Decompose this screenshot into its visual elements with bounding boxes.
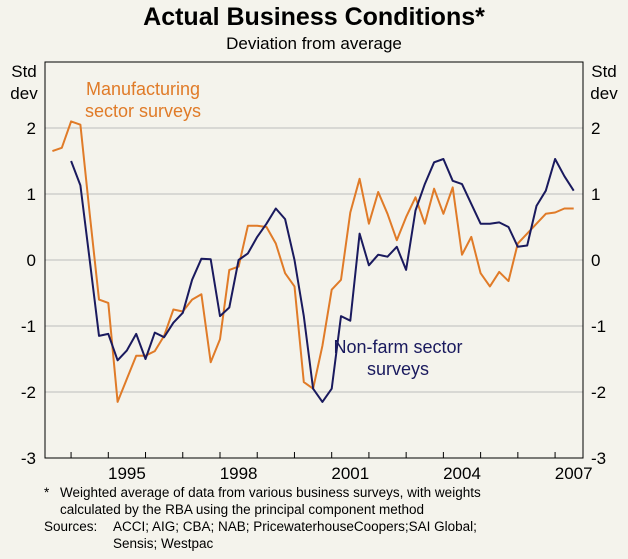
ytick-label-right: -3: [591, 449, 606, 468]
plot-frame: [44, 61, 584, 459]
footnote-row: * Weighted average of data from various …: [44, 484, 628, 518]
ytick-label-right: 2: [591, 119, 600, 138]
ytick-label-left: 1: [27, 185, 36, 204]
ytick-label-right: -1: [591, 317, 606, 336]
xtick-label: 2001: [331, 464, 369, 480]
ytick-label-left: -2: [21, 383, 36, 402]
footnote-line-1: Weighted average of data from various bu…: [60, 485, 481, 500]
sources-line-1: ACCI; AIG; CBA; NAB; PricewaterhouseCoop…: [113, 519, 477, 534]
series-label-manufacturing: Manufacturing: [86, 79, 200, 99]
ytick-label-right: -2: [591, 383, 606, 402]
xtick-label: 2004: [443, 464, 481, 480]
series-label-non-farm: Non-farm sector: [333, 337, 462, 357]
xtick-label: 2007: [555, 464, 593, 480]
series-line-non-farm: [70, 158, 575, 403]
series-label-manufacturing: sector surveys: [85, 101, 201, 121]
sources-line-2: Sensis; Westpac: [113, 536, 214, 551]
chart-subtitle: Deviation from average: [226, 34, 402, 53]
sources-label: Sources:: [44, 519, 98, 534]
series-label-non-farm: surveys: [367, 359, 429, 379]
chart-title: Actual Business Conditions*: [143, 3, 485, 31]
ytick-label-left: 2: [27, 119, 36, 138]
plot-area: 2 2 1 1 0 0 -1 -1 -2 -2 -3 -3 1995 1998 2001 2004 2007 St…: [10, 61, 618, 480]
yaxis-unit-right: Std: [591, 62, 617, 81]
ytick-label-left: 0: [27, 251, 36, 270]
footnote-marker: *: [44, 485, 50, 500]
yaxis-unit-right: dev: [590, 84, 618, 103]
xtick-label: 1995: [108, 464, 146, 480]
ytick-label-right: 0: [591, 251, 600, 270]
ytick-label-left: -3: [21, 449, 36, 468]
ytick-label-right: 1: [591, 185, 600, 204]
footnote-line-2: calculated by the RBA using the principa…: [60, 502, 424, 517]
sources-row: Sources: ACCI; AIG; CBA; NAB; Pricewater…: [44, 518, 628, 552]
xtick-label: 1998: [220, 464, 258, 480]
yaxis-unit-left: dev: [10, 84, 38, 103]
footnote-text: Weighted average of data from various bu…: [60, 484, 481, 518]
sources-list: ACCI; AIG; CBA; NAB; PricewaterhouseCoop…: [113, 518, 628, 552]
yaxis-unit-left: Std: [11, 62, 37, 81]
series-line-manufacturing: [52, 120, 574, 403]
footnotes: * Weighted average of data from various …: [44, 484, 628, 552]
ytick-label-left: -1: [21, 317, 36, 336]
